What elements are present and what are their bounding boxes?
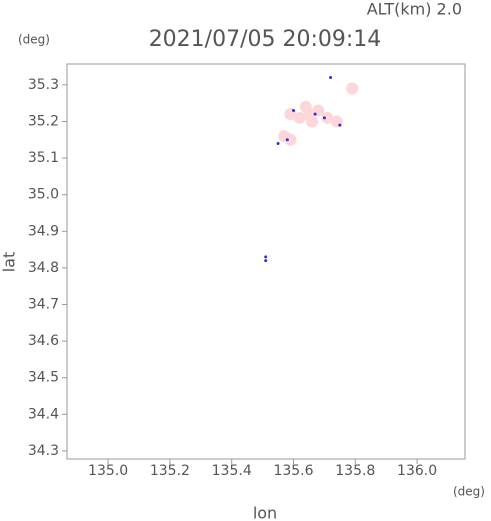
point <box>292 108 296 112</box>
y-tick-label: 34.4 <box>28 406 59 422</box>
point <box>264 255 268 259</box>
x-unit: (deg) <box>453 485 485 499</box>
y-tick-label: 34.3 <box>28 443 59 459</box>
x-tick-label: 135.4 <box>212 463 252 479</box>
x-tick-label: 135.6 <box>273 463 313 479</box>
plot-frame <box>66 63 466 460</box>
x-tick-label: 135.2 <box>150 463 190 479</box>
chart-title: 2021/07/05 20:09:14 <box>149 27 382 52</box>
point <box>321 111 334 124</box>
point <box>338 123 342 127</box>
x-axis-label: lon <box>253 504 277 521</box>
point <box>322 116 326 120</box>
y-tick-label: 34.7 <box>28 297 59 313</box>
y-axis-label: lat <box>0 252 19 273</box>
point <box>293 111 306 124</box>
point <box>313 112 317 116</box>
y-tick-label: 35.1 <box>28 150 59 166</box>
chart-subtitle: ALT(km) 2.0 <box>367 0 462 19</box>
y-tick-label: 35.2 <box>28 113 59 129</box>
point <box>299 100 312 113</box>
y-tick-label: 34.9 <box>28 223 59 239</box>
point <box>346 82 359 95</box>
point <box>276 141 280 145</box>
y-tick-label: 35.0 <box>28 187 59 203</box>
x-tick-label: 136.0 <box>397 463 437 479</box>
point <box>264 259 268 263</box>
y-tick-label: 34.8 <box>28 260 59 276</box>
point <box>285 138 289 142</box>
y-tick-label: 35.3 <box>28 77 59 93</box>
y-tick-label: 34.6 <box>28 333 59 349</box>
y-tick-label: 34.5 <box>28 370 59 386</box>
x-tick-label: 135.0 <box>88 463 128 479</box>
x-tick-label: 135.8 <box>335 463 375 479</box>
point <box>306 115 319 128</box>
point <box>329 76 333 80</box>
y-unit: (deg) <box>18 33 50 47</box>
